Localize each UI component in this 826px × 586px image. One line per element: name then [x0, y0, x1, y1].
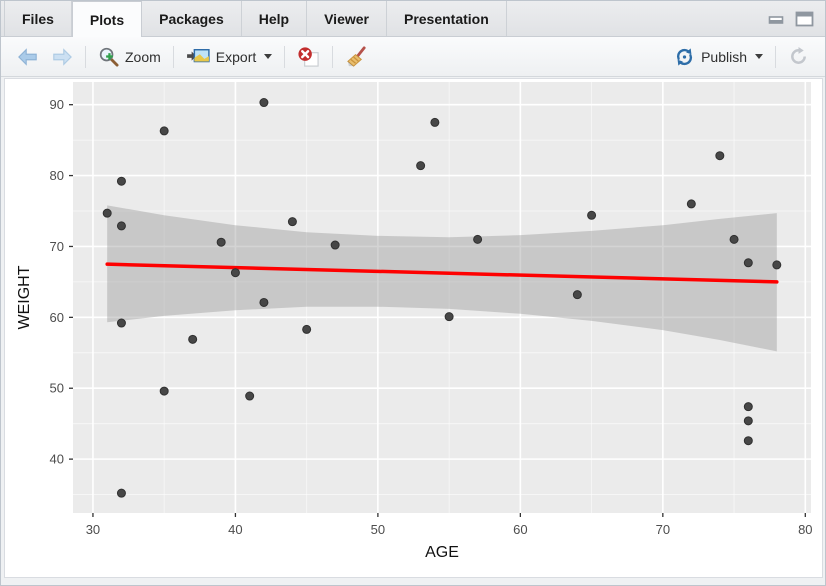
maximize-pane-icon[interactable]	[795, 11, 815, 27]
data-point	[772, 260, 782, 270]
forward-arrow-icon	[53, 47, 72, 66]
remove-plot-button[interactable]	[291, 43, 326, 71]
x-tick-label: 60	[513, 522, 527, 537]
toolbar-separator	[85, 45, 86, 68]
data-point	[686, 199, 696, 209]
data-point	[473, 234, 483, 244]
x-tick-label: 70	[656, 522, 670, 537]
toolbar-separator	[775, 45, 776, 68]
data-point	[302, 324, 312, 334]
data-point	[230, 268, 240, 278]
tab-help[interactable]: Help	[242, 1, 308, 36]
toolbar-separator	[172, 45, 174, 68]
data-point	[245, 391, 255, 401]
pane-tab-bar: Files Plots Packages Help Viewer Present…	[1, 1, 825, 37]
y-tick-label: 60	[50, 310, 64, 325]
confidence-band	[107, 205, 777, 352]
data-point	[587, 210, 597, 220]
data-point	[743, 436, 753, 446]
x-tick-label: 30	[86, 522, 100, 537]
x-axis-title: AGE	[425, 544, 459, 561]
data-point	[116, 488, 126, 498]
publish-icon	[677, 47, 693, 66]
export-button[interactable]: Export	[180, 44, 278, 70]
y-tick-label: 80	[50, 168, 64, 183]
toolbar-right-group: Publish	[668, 43, 815, 70]
broom-icon	[347, 45, 366, 67]
refresh-button[interactable]	[782, 43, 815, 70]
toolbar-separator	[284, 45, 286, 68]
data-point	[216, 237, 226, 247]
toolbar-separator	[332, 45, 334, 68]
data-point	[116, 318, 126, 328]
zoom-button-label: Zoom	[125, 48, 161, 65]
y-tick-label: 90	[50, 97, 64, 112]
data-point	[287, 217, 297, 227]
export-image-icon	[186, 48, 210, 62]
data-point	[444, 312, 454, 322]
data-point	[116, 176, 126, 186]
scatter-plot-image: 30 40 50 60 70 80 40 50 60 70 80 90 AGE WEIGHT	[16, 82, 813, 561]
y-tick-label: 50	[50, 381, 64, 396]
data-point	[743, 402, 753, 412]
export-button-label: Export	[215, 48, 257, 65]
x-tick-label: 40	[228, 522, 242, 537]
tab-presentation[interactable]: Presentation	[387, 1, 507, 36]
data-point	[330, 240, 340, 250]
data-point	[259, 297, 269, 307]
y-tick-label: 40	[50, 452, 64, 467]
regression-line	[105, 262, 779, 284]
clear-all-plots-button[interactable]	[339, 43, 374, 71]
minimize-pane-icon[interactable]	[768, 12, 785, 26]
data-point	[743, 258, 753, 268]
data-point	[572, 290, 582, 300]
tab-packages[interactable]: Packages	[142, 1, 242, 36]
y-tick-label: 70	[50, 239, 64, 254]
pane-window-controls	[768, 1, 825, 36]
data-point	[102, 208, 112, 218]
back-arrow-icon	[18, 47, 37, 66]
data-point	[188, 334, 198, 344]
zoom-button[interactable]: Zoom	[92, 43, 167, 70]
data-point	[259, 98, 269, 108]
plot-panel	[73, 82, 811, 513]
x-tick-label: 80	[798, 522, 812, 537]
back-button[interactable]	[11, 44, 45, 70]
data-point	[416, 161, 426, 171]
publish-button[interactable]: Publish	[668, 44, 769, 70]
tab-plots[interactable]: Plots	[71, 1, 143, 37]
zoom-in-icon	[99, 47, 119, 67]
data-point	[159, 386, 169, 396]
data-point	[743, 416, 753, 426]
remove-plot-icon	[298, 46, 319, 67]
publish-dropdown-caret	[755, 54, 763, 59]
forward-button[interactable]	[45, 44, 79, 70]
publish-button-label: Publish	[701, 48, 747, 65]
y-axis-title: WEIGHT	[16, 265, 33, 329]
tab-files[interactable]: Files	[4, 1, 72, 36]
data-point	[116, 221, 126, 231]
plots-toolbar: Zoom Export	[1, 37, 825, 77]
data-point	[430, 117, 440, 127]
refresh-icon	[791, 46, 806, 64]
data-point	[715, 151, 725, 161]
data-point	[159, 126, 169, 136]
tab-viewer[interactable]: Viewer	[307, 1, 387, 36]
export-dropdown-caret	[264, 54, 273, 59]
plot-display-area: 30 40 50 60 70 80 40 50 60 70 80 90 AGE WEIGHT	[4, 78, 823, 578]
data-point	[729, 234, 739, 244]
x-tick-label: 50	[371, 522, 385, 537]
